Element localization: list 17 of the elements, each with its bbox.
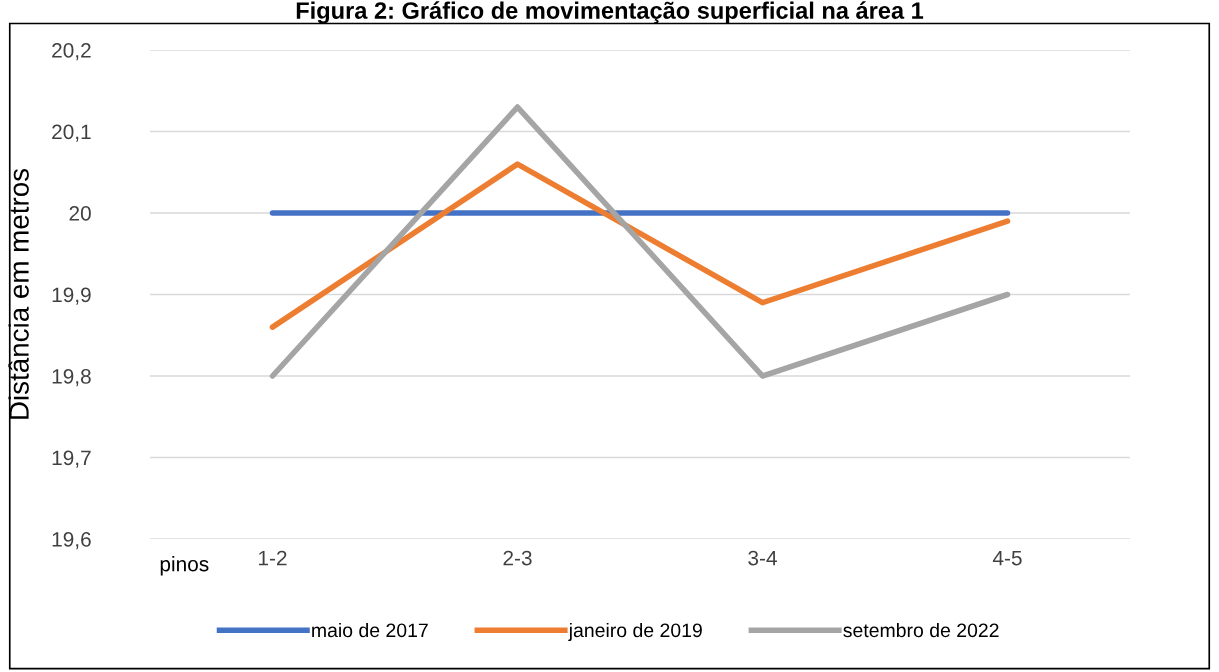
y-tick-label: 19,7 [52, 450, 91, 468]
y-axis-title: Distância em metros [8, 168, 29, 419]
x-tick-label: 4-5 [992, 550, 1022, 566]
legend-label: setembro de 2022 [843, 622, 999, 638]
x-tick-label: 1-2 [259, 550, 287, 566]
y-tick-label: 19,9 [52, 287, 91, 305]
y-tick-label: 20,2 [52, 43, 91, 61]
y-tick-label: 19,6 [52, 532, 91, 550]
legend-label: maio de 2017 [312, 622, 428, 638]
x-tick-label: 2-3 [503, 550, 532, 566]
y-tick-label: 20 [69, 206, 91, 221]
y-tick-label: 19,8 [52, 369, 91, 387]
x-tick-label: 3-4 [748, 550, 777, 566]
x-axis-title: pinos [160, 556, 209, 576]
legend-label: janeiro de 2019 [568, 622, 702, 642]
y-tick-label: 20,1 [52, 124, 91, 142]
chart-title: Figura 2: Gráfico de movimentação superficial na área 1 [296, 1, 924, 24]
